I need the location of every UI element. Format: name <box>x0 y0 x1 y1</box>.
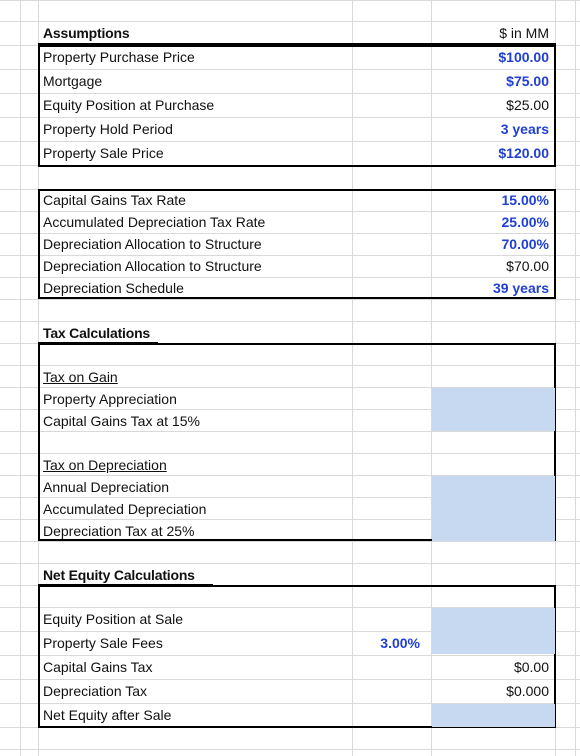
row-label: Depreciation Tax <box>43 683 148 699</box>
gain-header: Tax on Gain <box>43 369 118 385</box>
equity-sale-output[interactable] <box>432 608 555 654</box>
assumptions-title: Assumptions <box>43 25 130 41</box>
dep-allocation-amt-cell[interactable]: $70.00 <box>506 258 549 274</box>
equity-box <box>38 585 556 728</box>
hold-period-cell[interactable]: 3 years <box>500 121 549 137</box>
tax-box <box>38 343 556 541</box>
mortgage-cell[interactable]: $75.00 <box>506 73 549 89</box>
assumptions-box <box>38 45 556 167</box>
row-label: Equity Position at Purchase <box>43 97 215 113</box>
row-label: Equity Position at Sale <box>43 611 184 627</box>
row-label: Annual Depreciation <box>43 479 170 495</box>
gain-output-cells[interactable] <box>432 388 555 431</box>
row-label: Mortgage <box>43 73 103 89</box>
row-label: Accumulated Depreciation Tax Rate <box>43 214 266 230</box>
row-label: Property Hold Period <box>43 121 173 137</box>
row-label: Depreciation Allocation to Structure <box>43 258 262 274</box>
purchase-price-cell[interactable]: $100.00 <box>498 49 549 65</box>
net-equity-output[interactable] <box>432 704 555 727</box>
dep-tax-cell[interactable]: $0.000 <box>506 683 549 699</box>
row-label: Property Appreciation <box>43 391 177 407</box>
unit-label: $ in MM <box>499 25 549 41</box>
cap-gains-tax-cell[interactable]: $0.00 <box>513 659 549 675</box>
row-label: Capital Gains Tax Rate <box>43 192 186 208</box>
equity-title: Net Equity Calculations <box>43 567 195 583</box>
row-label: Capital Gains Tax <box>43 659 153 675</box>
dep-tax-rate-cell[interactable]: 25.00% <box>501 214 549 230</box>
dep-output-cells[interactable] <box>432 476 555 541</box>
sale-price-cell[interactable]: $120.00 <box>498 145 549 161</box>
dep-header: Tax on Depreciation <box>43 457 167 473</box>
assumptions-box-2 <box>38 189 556 299</box>
row-label: Property Sale Price <box>43 145 164 161</box>
cap-gains-rate-cell[interactable]: 15.00% <box>501 192 549 208</box>
dep-allocation-pct-cell[interactable]: 70.00% <box>501 236 549 252</box>
row-label: Depreciation Tax at 25% <box>43 523 195 539</box>
row-label: Capital Gains Tax at 15% <box>43 413 200 429</box>
equity-purchase-cell[interactable]: $25.00 <box>506 97 549 113</box>
row-label: Net Equity after Sale <box>43 707 172 723</box>
row-label: Property Sale Fees <box>43 635 163 651</box>
dep-schedule-cell[interactable]: 39 years <box>492 280 549 296</box>
row-label: Depreciation Allocation to Structure <box>43 236 262 252</box>
sale-fee-rate-cell[interactable]: 3.00% <box>380 635 420 651</box>
row-label: Property Purchase Price <box>43 49 195 65</box>
row-label: Accumulated Depreciation <box>43 501 207 517</box>
tax-title: Tax Calculations <box>43 325 151 341</box>
row-label: Depreciation Schedule <box>43 280 184 296</box>
